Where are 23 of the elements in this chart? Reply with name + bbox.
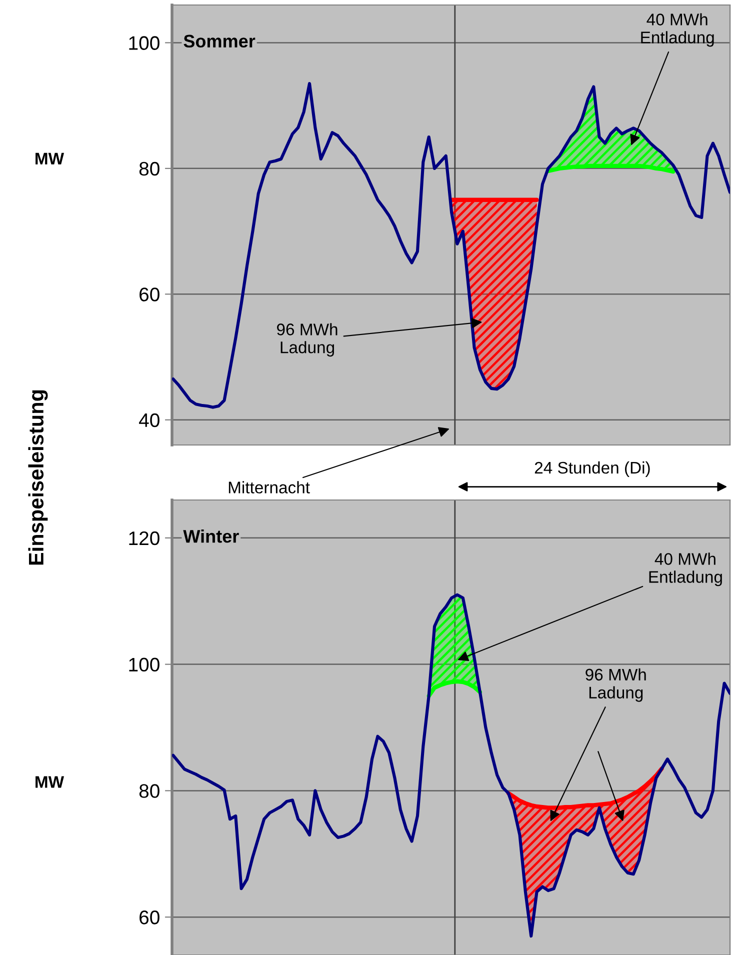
- text: Mitternacht: [228, 481, 310, 494]
- annotation: 40 MWh Entladung: [641, 13, 714, 47]
- annotation: 96 MWh Ladung: [586, 668, 646, 702]
- y-axis-title: MW: [36, 152, 64, 164]
- y-tick-label: 40: [139, 413, 160, 428]
- text: Winter: [183, 530, 239, 543]
- annotation: 96 MWh Ladung: [277, 323, 338, 357]
- y-tick-label: 100: [129, 658, 160, 672]
- y-tick-label: 80: [139, 784, 160, 798]
- y-tick-label: 80: [139, 162, 160, 176]
- y-tick-label: 60: [140, 288, 160, 302]
- annotation: 40 MWh Entladung: [649, 552, 722, 586]
- line-series: [426, 679, 482, 698]
- y-tick-label: 120: [129, 531, 160, 546]
- text: Sommer: [184, 34, 256, 48]
- text: 24 Stunden (Di): [534, 461, 650, 477]
- line-series: [172, 593, 730, 938]
- line-series: [172, 82, 730, 409]
- y-axis-title: MW: [36, 776, 64, 788]
- line-series: [506, 766, 664, 810]
- y-tick-label: 60: [140, 910, 160, 924]
- text: Einspeiseleistung: [28, 390, 48, 565]
- y-tick-label: 100: [129, 36, 160, 50]
